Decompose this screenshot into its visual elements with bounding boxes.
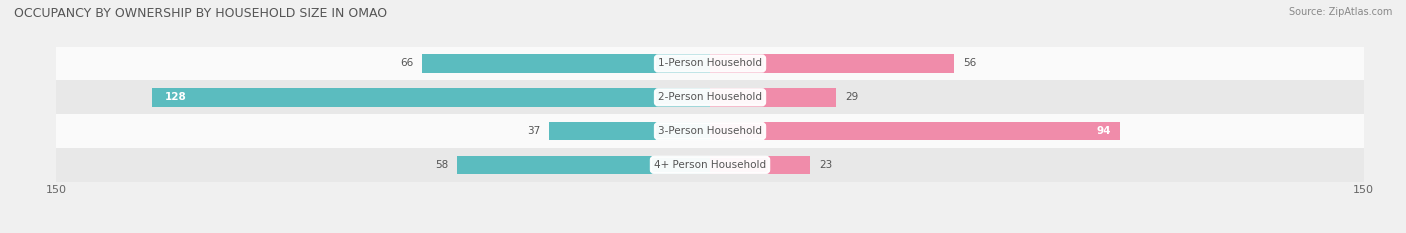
Text: 1-Person Household: 1-Person Household <box>658 58 762 69</box>
Bar <box>56 148 1364 182</box>
Bar <box>710 156 810 174</box>
Bar <box>56 47 1364 80</box>
Text: 3-Person Household: 3-Person Household <box>658 126 762 136</box>
Legend: Owner-occupied, Renter-occupied: Owner-occupied, Renter-occupied <box>589 231 831 233</box>
Bar <box>56 80 1364 114</box>
Text: Source: ZipAtlas.com: Source: ZipAtlas.com <box>1288 7 1392 17</box>
Text: 66: 66 <box>401 58 413 69</box>
Bar <box>710 88 837 106</box>
Bar <box>422 54 710 73</box>
Bar <box>710 122 1119 140</box>
Text: 58: 58 <box>436 160 449 170</box>
Text: 2-Person Household: 2-Person Household <box>658 92 762 102</box>
Bar <box>457 156 710 174</box>
Bar <box>56 114 1364 148</box>
Text: 56: 56 <box>963 58 976 69</box>
Text: 4+ Person Household: 4+ Person Household <box>654 160 766 170</box>
Text: 128: 128 <box>165 92 187 102</box>
Bar <box>548 122 710 140</box>
Text: OCCUPANCY BY OWNERSHIP BY HOUSEHOLD SIZE IN OMAO: OCCUPANCY BY OWNERSHIP BY HOUSEHOLD SIZE… <box>14 7 387 20</box>
Bar <box>710 54 955 73</box>
Text: 29: 29 <box>845 92 859 102</box>
Text: 37: 37 <box>527 126 540 136</box>
Bar <box>152 88 710 106</box>
Text: 23: 23 <box>818 160 832 170</box>
Text: 94: 94 <box>1097 126 1111 136</box>
